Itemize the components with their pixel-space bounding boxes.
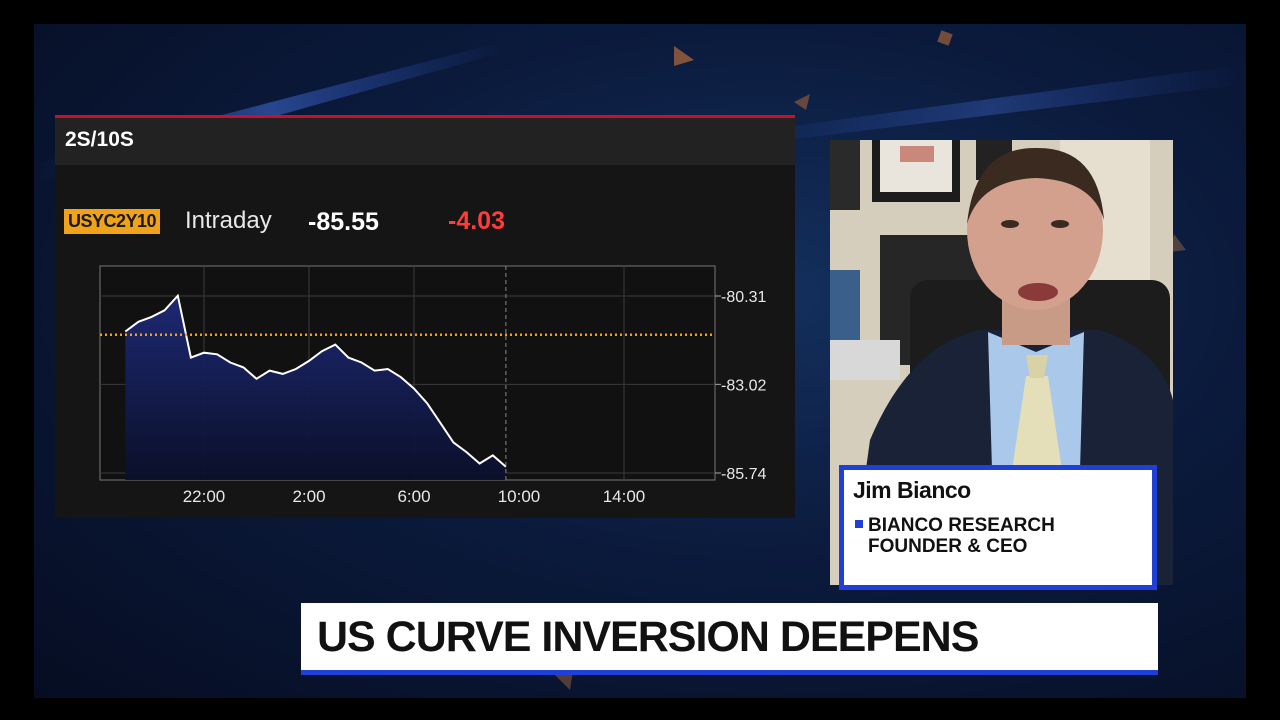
x-tick-label: 14:00: [603, 487, 646, 506]
change-value: -4.03: [448, 207, 505, 235]
series-line: [124, 293, 507, 468]
last-value: -85.55: [308, 208, 379, 236]
y-tick-label: -83.02: [721, 377, 766, 394]
x-tick-label: 22:00: [183, 487, 226, 506]
x-tick-label: 10:00: [498, 487, 541, 506]
x-tick-label: 2:00: [292, 487, 325, 506]
series-area-fill: [125, 295, 506, 480]
chart-panel-header: 2S/10S: [55, 115, 795, 165]
y-tick-label: -80.31: [721, 289, 766, 306]
headline-banner: US CURVE INVERSION DEEPENS: [301, 603, 1158, 675]
period-label: Intraday: [185, 207, 272, 234]
guest-title-line2: FOUNDER & CEO: [868, 536, 1028, 557]
intraday-line-chart: 22:00 2:00 6:00 10:00 14:00 -80.31 -83.02 -85.7…: [99, 265, 766, 506]
bullet-square-icon: [855, 520, 863, 528]
guest-name: Jim Bianco: [853, 477, 971, 503]
y-tick-label: -85.74: [721, 466, 766, 483]
chart-panel-title: 2S/10S: [65, 128, 134, 151]
ticker-badge: USYC2Y10: [64, 209, 161, 234]
x-tick-label: 6:00: [397, 487, 430, 506]
headline-text: US CURVE INVERSION DEEPENS: [317, 613, 979, 661]
guest-title-line1: BIANCO RESEARCH: [868, 515, 1055, 536]
chart-panel: 2S/10S USYC2Y10 Intraday -85.55 -4.03 22…: [55, 115, 795, 518]
guest-lower-third: Jim Bianco BIANCO RESEARCH FOUNDER & CEO: [839, 465, 1157, 590]
